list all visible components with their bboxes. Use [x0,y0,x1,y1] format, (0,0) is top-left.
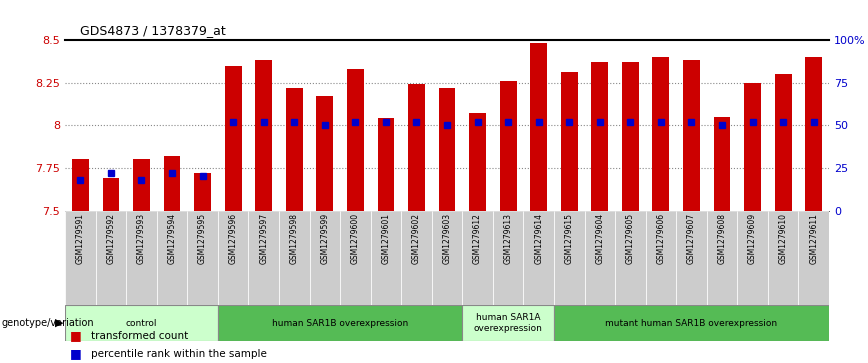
Bar [676,211,707,305]
Text: GSM1279610: GSM1279610 [779,213,787,264]
Bar [340,211,371,305]
Bar [530,43,547,211]
Bar [255,60,272,211]
Bar [126,211,157,305]
Text: ▶: ▶ [55,318,63,328]
Bar [470,113,486,211]
Bar [463,305,554,341]
Bar [775,74,792,211]
Text: mutant human SAR1B overexpression: mutant human SAR1B overexpression [605,319,778,327]
Text: GSM1279604: GSM1279604 [595,213,604,265]
Bar [554,211,584,305]
Text: human SAR1A
overexpression: human SAR1A overexpression [474,313,542,333]
Bar [768,211,799,305]
Text: GSM1279591: GSM1279591 [76,213,85,264]
Text: GSM1279597: GSM1279597 [260,213,268,265]
Bar [561,72,577,211]
Bar [218,211,248,305]
Bar [65,211,95,305]
Bar [463,211,493,305]
Bar [157,211,187,305]
Bar [683,60,700,211]
Bar [310,211,340,305]
Text: GSM1279613: GSM1279613 [503,213,513,264]
Bar [378,118,394,211]
Bar [493,211,523,305]
Bar [584,211,615,305]
Text: control: control [126,319,157,327]
Bar [164,156,181,211]
Text: GSM1279603: GSM1279603 [443,213,451,265]
Bar [286,88,303,211]
Text: GSM1279607: GSM1279607 [687,213,696,265]
Bar [279,211,310,305]
Bar [653,57,669,211]
Bar [95,211,126,305]
Bar [65,305,218,341]
Text: GSM1279594: GSM1279594 [168,213,176,265]
Text: GSM1279609: GSM1279609 [748,213,757,265]
Bar [408,84,424,211]
Text: GDS4873 / 1378379_at: GDS4873 / 1378379_at [81,24,227,37]
Bar [438,88,456,211]
Text: GSM1279596: GSM1279596 [228,213,238,265]
Text: GSM1279608: GSM1279608 [718,213,727,264]
Bar [225,66,241,211]
Text: genotype/variation: genotype/variation [2,318,95,328]
Bar [799,211,829,305]
Bar [248,211,279,305]
Bar [317,96,333,211]
Bar [347,69,364,211]
Bar [707,211,737,305]
Bar [591,62,608,211]
Text: GSM1279592: GSM1279592 [107,213,115,264]
Bar [133,159,150,211]
Bar [401,211,431,305]
Bar [371,211,401,305]
Text: transformed count: transformed count [91,331,188,341]
Text: GSM1279599: GSM1279599 [320,213,329,265]
Bar [806,57,822,211]
Bar [218,305,463,341]
Text: GSM1279614: GSM1279614 [534,213,543,264]
Bar [554,305,829,341]
Text: GSM1279600: GSM1279600 [351,213,360,265]
Text: GSM1279615: GSM1279615 [565,213,574,264]
Bar [615,211,646,305]
Bar [102,178,119,211]
Bar [523,211,554,305]
Text: GSM1279606: GSM1279606 [656,213,666,265]
Text: GSM1279601: GSM1279601 [381,213,391,264]
Text: percentile rank within the sample: percentile rank within the sample [91,349,267,359]
Text: GSM1279593: GSM1279593 [137,213,146,265]
Bar [500,81,516,211]
Bar [72,159,89,211]
Bar [713,117,730,211]
Bar [744,82,761,211]
Text: GSM1279612: GSM1279612 [473,213,482,264]
Text: ■: ■ [69,329,82,342]
Text: GSM1279598: GSM1279598 [290,213,299,264]
Bar [646,211,676,305]
Text: GSM1279605: GSM1279605 [626,213,635,265]
Text: GSM1279611: GSM1279611 [809,213,819,264]
Text: GSM1279595: GSM1279595 [198,213,207,265]
Bar [431,211,463,305]
Bar [187,211,218,305]
Text: ■: ■ [69,347,82,360]
Bar [737,211,768,305]
Bar [194,173,211,211]
Text: GSM1279602: GSM1279602 [412,213,421,264]
Bar [622,62,639,211]
Text: human SAR1B overexpression: human SAR1B overexpression [272,319,408,327]
